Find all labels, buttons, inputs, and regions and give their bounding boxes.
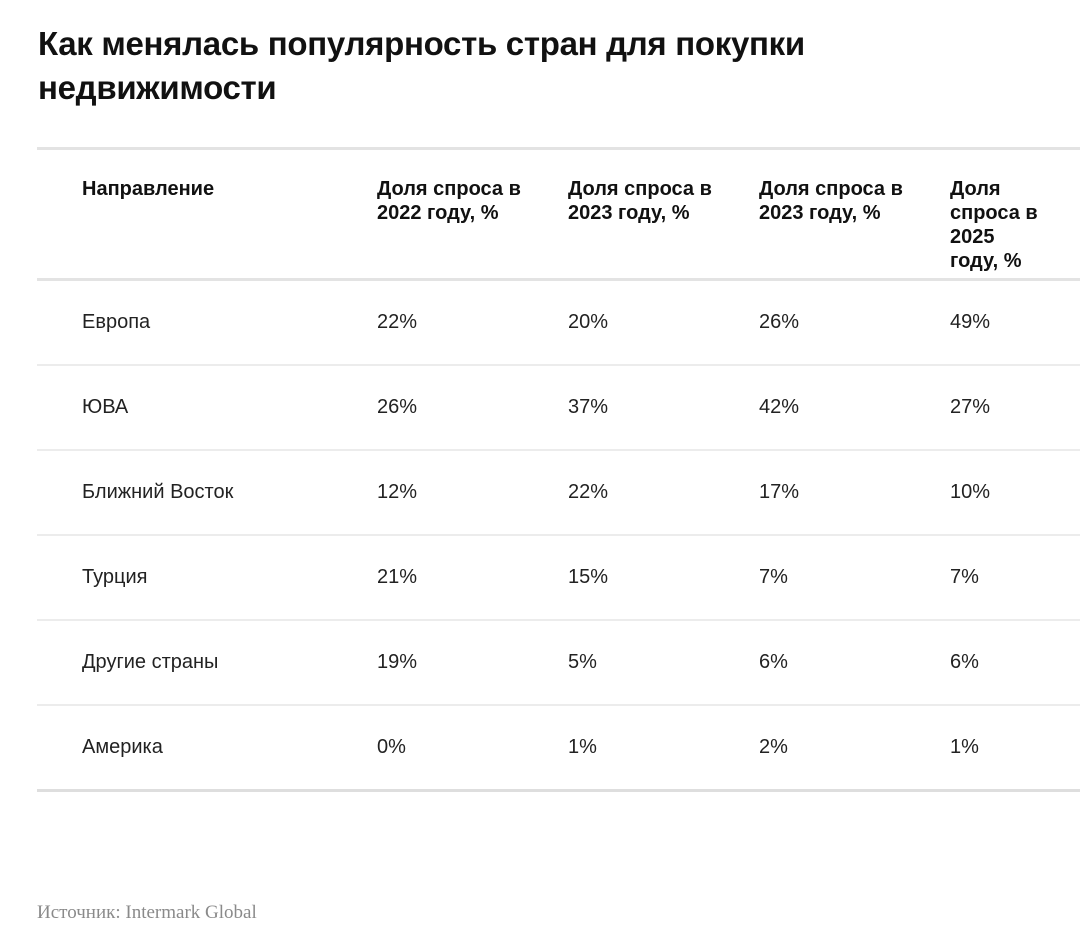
share-cell: 37%	[568, 396, 609, 418]
share-cell: 17%	[759, 481, 800, 503]
column-header-direction: Направление	[82, 178, 215, 200]
column-header-share: Доля спроса в 2025 году, %	[950, 178, 1038, 272]
share-cell: 1%	[568, 736, 597, 758]
table-row: Ближний Восток 12% 22% 17% 10%	[37, 450, 1080, 535]
column-header-share: Доля спроса в 2023 году, %	[759, 178, 903, 224]
share-cell: 0%	[377, 736, 406, 758]
region-cell: ЮВА	[82, 396, 129, 418]
table-row: Европа 22% 20% 26% 49%	[37, 280, 1080, 365]
table-row: Турция 21% 15% 7% 7%	[37, 535, 1080, 620]
table-row: Другие страны 19% 5% 6% 6%	[37, 620, 1080, 705]
share-cell: 1%	[950, 736, 979, 758]
share-cell: 15%	[568, 566, 609, 588]
share-cell: 5%	[568, 651, 597, 673]
share-cell: 10%	[950, 481, 991, 503]
share-cell: 22%	[377, 311, 418, 333]
share-cell: 19%	[377, 651, 418, 673]
share-cell: 7%	[759, 566, 788, 588]
share-cell: 26%	[377, 396, 418, 418]
table-header-row: Направление Доля спроса в 2022 году, % Дол…	[37, 148, 1080, 280]
share-cell: 42%	[759, 396, 800, 418]
page-title: Как менялась популярность стран для поку…	[38, 25, 805, 106]
table-row: ЮВА 26% 37% 42% 27%	[37, 365, 1080, 450]
region-cell: Ближний Восток	[82, 481, 234, 503]
share-cell: 26%	[759, 311, 800, 333]
share-cell: 6%	[950, 651, 979, 673]
table-row: Америка 0% 1% 2% 1%	[37, 705, 1080, 791]
demand-table: Направление Доля спроса в 2022 году, % Дол…	[37, 147, 1080, 792]
source-note: Источник: Intermark Global	[37, 902, 257, 923]
share-cell: 6%	[759, 651, 788, 673]
share-cell: 49%	[950, 311, 991, 333]
share-cell: 27%	[950, 396, 991, 418]
share-cell: 20%	[568, 311, 609, 333]
share-cell: 22%	[568, 481, 609, 503]
column-header-share: Доля спроса в 2022 году, %	[377, 178, 521, 224]
region-cell: Другие страны	[82, 651, 219, 673]
share-cell: 7%	[950, 566, 979, 588]
column-header-share: Доля спроса в 2023 году, %	[568, 178, 712, 224]
region-cell: Америка	[82, 736, 163, 758]
share-cell: 21%	[377, 566, 418, 588]
region-cell: Турция	[82, 566, 148, 588]
region-cell: Европа	[82, 311, 151, 333]
share-cell: 2%	[759, 736, 788, 758]
share-cell: 12%	[377, 481, 418, 503]
